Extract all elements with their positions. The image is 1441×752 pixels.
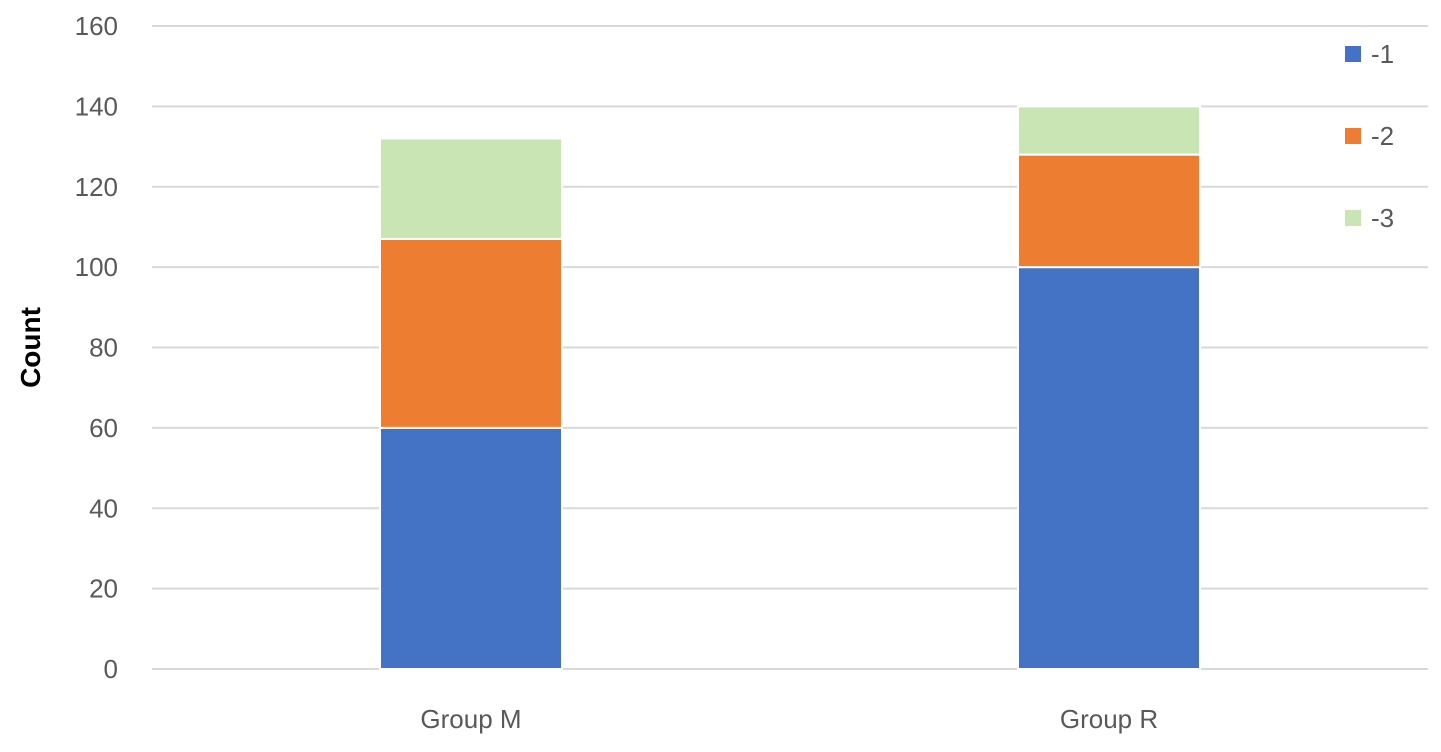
- legend-swatch: [1345, 128, 1361, 144]
- bar-segment: [1017, 153, 1201, 269]
- x-axis-categories: Group M Group R: [420, 704, 1158, 734]
- y-axis-title: Count: [15, 307, 46, 388]
- legend-swatch: [1345, 210, 1361, 226]
- bars: [379, 105, 1201, 670]
- y-tick-label: 60: [89, 413, 118, 443]
- y-tick-label: 40: [89, 493, 118, 523]
- legend-label: -1: [1371, 39, 1394, 69]
- y-tick-label: 140: [75, 91, 118, 121]
- bar-segment: [379, 137, 563, 240]
- x-category-label: Group R: [1060, 704, 1158, 734]
- legend-swatch: [1345, 46, 1361, 62]
- bar-segment: [1017, 266, 1201, 670]
- gridlines: [152, 25, 1428, 670]
- legend-label: -3: [1371, 203, 1394, 233]
- bar-segment: [379, 426, 563, 670]
- x-category-label: Group M: [420, 704, 521, 734]
- y-tick-label: 80: [89, 333, 118, 363]
- bar-segment: [1017, 105, 1201, 156]
- legend: -1 -2 -3: [1345, 39, 1394, 233]
- y-tick-label: 20: [89, 574, 118, 604]
- y-tick-label: 100: [75, 252, 118, 282]
- y-tick-label: 120: [75, 172, 118, 202]
- y-tick-label: 160: [75, 11, 118, 41]
- legend-label: -2: [1371, 121, 1394, 151]
- y-tick-label: 0: [104, 654, 118, 684]
- bar-segment: [379, 237, 563, 429]
- y-axis-ticks: 0 20 40 60 80 100 120 140 160: [75, 11, 118, 684]
